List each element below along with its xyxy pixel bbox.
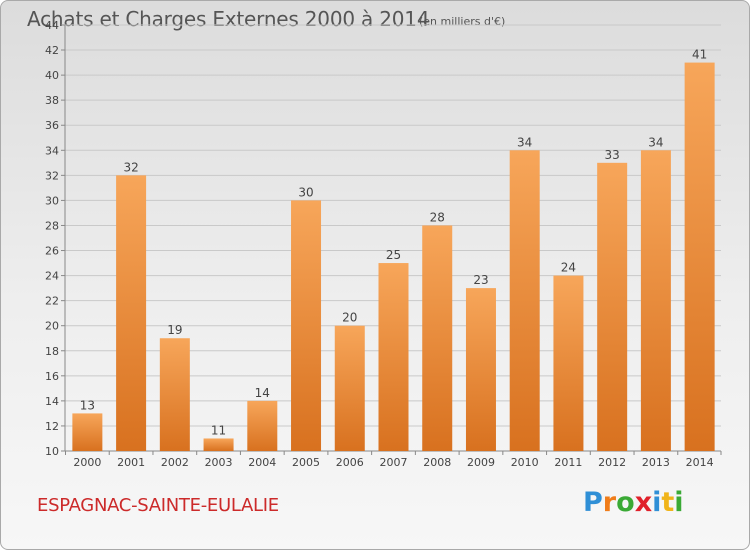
bar-2012 <box>597 162 628 451</box>
data-label-2007: 25 <box>386 248 401 262</box>
x-tick-label: 2014 <box>686 456 714 469</box>
proxiti-logo: Proxiti <box>583 487 684 518</box>
logo-letter: t <box>661 487 675 518</box>
x-tick-label: 2010 <box>511 456 539 469</box>
logo-letter: i <box>652 487 662 518</box>
bar-2010 <box>509 150 540 451</box>
x-tick-label: 2007 <box>380 456 408 469</box>
y-tick-label: 14 <box>45 395 59 408</box>
y-tick-label: 42 <box>45 44 59 57</box>
y-tick-label: 24 <box>45 270 59 283</box>
bar-2014 <box>684 62 715 452</box>
y-tick-label: 28 <box>45 219 59 232</box>
chart-title: Achats et Charges Externes 2000 à 2014 <box>27 7 430 31</box>
data-label-2005: 30 <box>298 185 313 199</box>
x-tick-label: 2002 <box>161 456 189 469</box>
logo-letter: i <box>674 487 684 518</box>
x-tick-label: 2009 <box>467 456 495 469</box>
logo-letter: x <box>634 487 653 518</box>
x-tick-label: 2004 <box>248 456 276 469</box>
x-tick-label: 2000 <box>73 456 101 469</box>
data-label-2006: 20 <box>342 311 357 325</box>
bar-2002 <box>159 338 190 451</box>
bar-2007 <box>378 263 409 451</box>
y-tick-label: 20 <box>45 320 59 333</box>
x-tick-label: 2012 <box>598 456 626 469</box>
y-tick-label: 38 <box>45 94 59 107</box>
y-tick-label: 12 <box>45 420 59 433</box>
data-label-2013: 34 <box>648 135 663 149</box>
bars-layer <box>72 62 715 452</box>
bar-2009 <box>465 288 496 451</box>
x-tick-label: 2013 <box>642 456 670 469</box>
y-tick-label: 10 <box>45 445 59 458</box>
data-label-2003: 11 <box>211 423 226 437</box>
logo-letter: r <box>602 487 617 518</box>
data-label-2010: 34 <box>517 135 532 149</box>
y-tick-label: 16 <box>45 370 59 383</box>
labels-layer: 13 32 19 11 14 30 20 25 28 23 34 24 33 34 41 <box>80 48 708 438</box>
y-tick-label: 22 <box>45 295 59 308</box>
bar-2013 <box>640 150 671 451</box>
data-label-2009: 23 <box>473 273 488 287</box>
y-tick-label: 36 <box>45 119 59 132</box>
y-tick-label: 34 <box>45 144 59 157</box>
commune-name: ESPAGNAC-SAINTE-EULALIE <box>37 495 279 516</box>
bar-2008 <box>422 225 453 451</box>
y-tick-label: 26 <box>45 245 59 258</box>
bar-2011 <box>553 275 584 451</box>
data-label-2012: 33 <box>605 148 620 162</box>
x-tick-label: 2001 <box>117 456 145 469</box>
logo-letter: o <box>616 487 635 518</box>
x-tick-label: 2011 <box>554 456 582 469</box>
y-tick-label: 32 <box>45 169 59 182</box>
y-tick-label: 30 <box>45 194 59 207</box>
bar-2001 <box>116 175 147 451</box>
logo-letter: P <box>583 487 603 518</box>
data-label-2008: 28 <box>430 210 445 224</box>
bar-2005 <box>291 200 322 451</box>
data-label-2004: 14 <box>255 386 270 400</box>
x-tick-label: 2005 <box>292 456 320 469</box>
bar-2000 <box>72 413 103 451</box>
data-label-2011: 24 <box>561 261 576 275</box>
data-label-2014: 41 <box>692 48 707 62</box>
y-tick-label: 44 <box>45 19 59 32</box>
y-tick-label: 18 <box>45 345 59 358</box>
y-tick-label: 40 <box>45 69 59 82</box>
bar-2004 <box>247 400 278 451</box>
x-tick-label: 2008 <box>423 456 451 469</box>
data-label-2001: 32 <box>123 160 138 174</box>
bar-2006 <box>334 325 365 451</box>
bar-2003 <box>203 438 234 451</box>
data-label-2000: 13 <box>80 398 95 412</box>
x-tick-label: 2003 <box>205 456 233 469</box>
x-tick-label: 2006 <box>336 456 364 469</box>
data-label-2002: 19 <box>167 323 182 337</box>
